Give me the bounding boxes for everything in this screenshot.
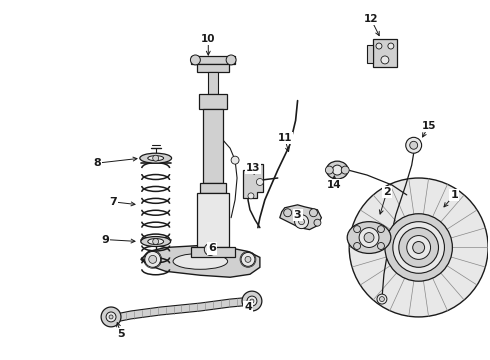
Circle shape (354, 243, 361, 249)
Bar (203, 109, 223, 183)
Bar (208, 72, 218, 94)
Circle shape (248, 193, 254, 199)
Bar (373, 39, 397, 67)
Circle shape (226, 55, 236, 65)
Text: 12: 12 (364, 14, 378, 24)
Circle shape (332, 165, 342, 175)
Circle shape (204, 243, 216, 255)
Circle shape (153, 155, 159, 161)
Circle shape (388, 43, 394, 49)
Circle shape (385, 214, 452, 281)
Polygon shape (111, 297, 252, 323)
Text: 7: 7 (109, 197, 117, 207)
Text: 2: 2 (383, 187, 391, 197)
Circle shape (314, 219, 321, 226)
Ellipse shape (347, 222, 391, 253)
Bar (200, 183, 226, 193)
Circle shape (377, 294, 387, 304)
Circle shape (399, 228, 439, 267)
Circle shape (413, 242, 425, 253)
Ellipse shape (326, 161, 348, 179)
Text: 13: 13 (245, 163, 260, 173)
Circle shape (325, 166, 333, 174)
Circle shape (376, 43, 382, 49)
Ellipse shape (140, 153, 171, 163)
Bar (367, 45, 373, 63)
Circle shape (242, 291, 262, 311)
Ellipse shape (141, 237, 171, 247)
Circle shape (231, 156, 239, 164)
Bar (192, 247, 235, 257)
Bar (197, 64, 229, 72)
Circle shape (109, 315, 113, 319)
Circle shape (379, 297, 385, 302)
Circle shape (145, 251, 161, 267)
Polygon shape (141, 246, 260, 277)
Text: 6: 6 (208, 243, 216, 253)
Bar (199, 94, 227, 109)
Circle shape (284, 209, 292, 217)
Text: 9: 9 (101, 234, 109, 244)
Circle shape (256, 179, 263, 185)
Circle shape (349, 178, 488, 317)
Ellipse shape (173, 253, 228, 269)
Circle shape (377, 243, 385, 249)
Text: 3: 3 (294, 210, 301, 220)
Polygon shape (280, 205, 321, 230)
Circle shape (149, 255, 157, 264)
Circle shape (406, 137, 421, 153)
Circle shape (359, 228, 379, 247)
Circle shape (250, 299, 254, 303)
Text: 1: 1 (450, 190, 458, 200)
Circle shape (241, 252, 255, 266)
Circle shape (245, 256, 251, 262)
Circle shape (341, 166, 349, 174)
Circle shape (310, 209, 318, 217)
Text: 11: 11 (277, 133, 292, 143)
Polygon shape (243, 164, 263, 198)
Circle shape (364, 233, 374, 243)
Text: 4: 4 (244, 302, 252, 312)
Text: 15: 15 (421, 121, 436, 131)
Text: 14: 14 (327, 180, 342, 190)
Circle shape (407, 235, 431, 260)
Circle shape (248, 163, 254, 169)
Ellipse shape (148, 239, 164, 244)
Circle shape (294, 215, 309, 229)
Circle shape (381, 56, 389, 64)
Ellipse shape (148, 156, 164, 161)
Circle shape (191, 55, 200, 65)
Circle shape (393, 222, 444, 273)
Circle shape (153, 239, 159, 244)
Circle shape (410, 141, 417, 149)
Bar (197, 193, 229, 247)
Bar (192, 56, 235, 64)
Circle shape (101, 307, 121, 327)
Circle shape (247, 296, 257, 306)
Circle shape (354, 226, 361, 233)
Circle shape (298, 219, 305, 225)
Text: 8: 8 (93, 158, 101, 168)
Text: 5: 5 (117, 329, 125, 339)
Circle shape (106, 312, 116, 322)
Text: 10: 10 (201, 34, 216, 44)
Circle shape (377, 226, 385, 233)
